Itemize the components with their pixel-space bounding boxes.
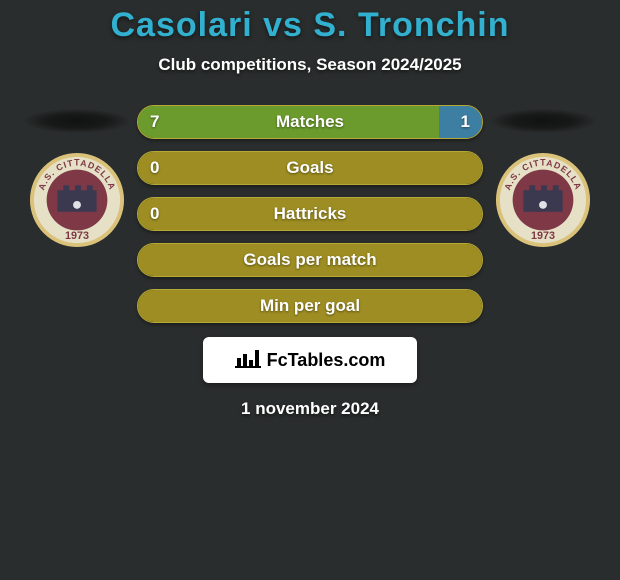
- right-side: A.S. CITTADELLA1973: [483, 105, 603, 249]
- bar-label: Goals per match: [138, 244, 482, 276]
- bar-label: Min per goal: [138, 290, 482, 322]
- brand-box: FcTables.com: [203, 337, 417, 383]
- page-subtitle: Club competitions, Season 2024/2025: [158, 55, 461, 75]
- stat-bar: Hattricks0: [137, 197, 483, 231]
- stat-bar: Goals per match: [137, 243, 483, 277]
- bar-value-left: 7: [150, 106, 159, 138]
- brand-text: FcTables.com: [267, 350, 386, 371]
- stat-bar: Goals0: [137, 151, 483, 185]
- left-side: A.S. CITTADELLA1973: [17, 105, 137, 249]
- right-club-badge: A.S. CITTADELLA1973: [494, 151, 592, 249]
- bar-value-left: 0: [150, 152, 159, 184]
- left-shadow-ellipse: [24, 109, 130, 133]
- stat-bars: Matches71Goals0Hattricks0Goals per match…: [137, 105, 483, 323]
- bar-value-left: 0: [150, 198, 159, 230]
- svg-text:1973: 1973: [531, 230, 555, 242]
- bar-chart-icon: [235, 348, 261, 373]
- bar-value-right: 1: [461, 106, 470, 138]
- main-container: Casolari vs S. Tronchin Club competition…: [0, 0, 620, 580]
- brand-inner: FcTables.com: [235, 348, 386, 373]
- comparison-stage: A.S. CITTADELLA1973 Matches71Goals0Hattr…: [0, 105, 620, 323]
- date-line: 1 november 2024: [241, 399, 379, 419]
- page-title: Casolari vs S. Tronchin: [110, 6, 509, 45]
- bar-label: Hattricks: [138, 198, 482, 230]
- bar-label: Goals: [138, 152, 482, 184]
- stat-bar: Matches7 1: [137, 105, 483, 139]
- stat-bar: Min per goal: [137, 289, 483, 323]
- right-shadow-ellipse: [490, 109, 596, 133]
- left-club-badge: A.S. CITTADELLA1973: [28, 151, 126, 249]
- svg-text:1973: 1973: [65, 230, 89, 242]
- bar-label: Matches: [138, 106, 482, 138]
